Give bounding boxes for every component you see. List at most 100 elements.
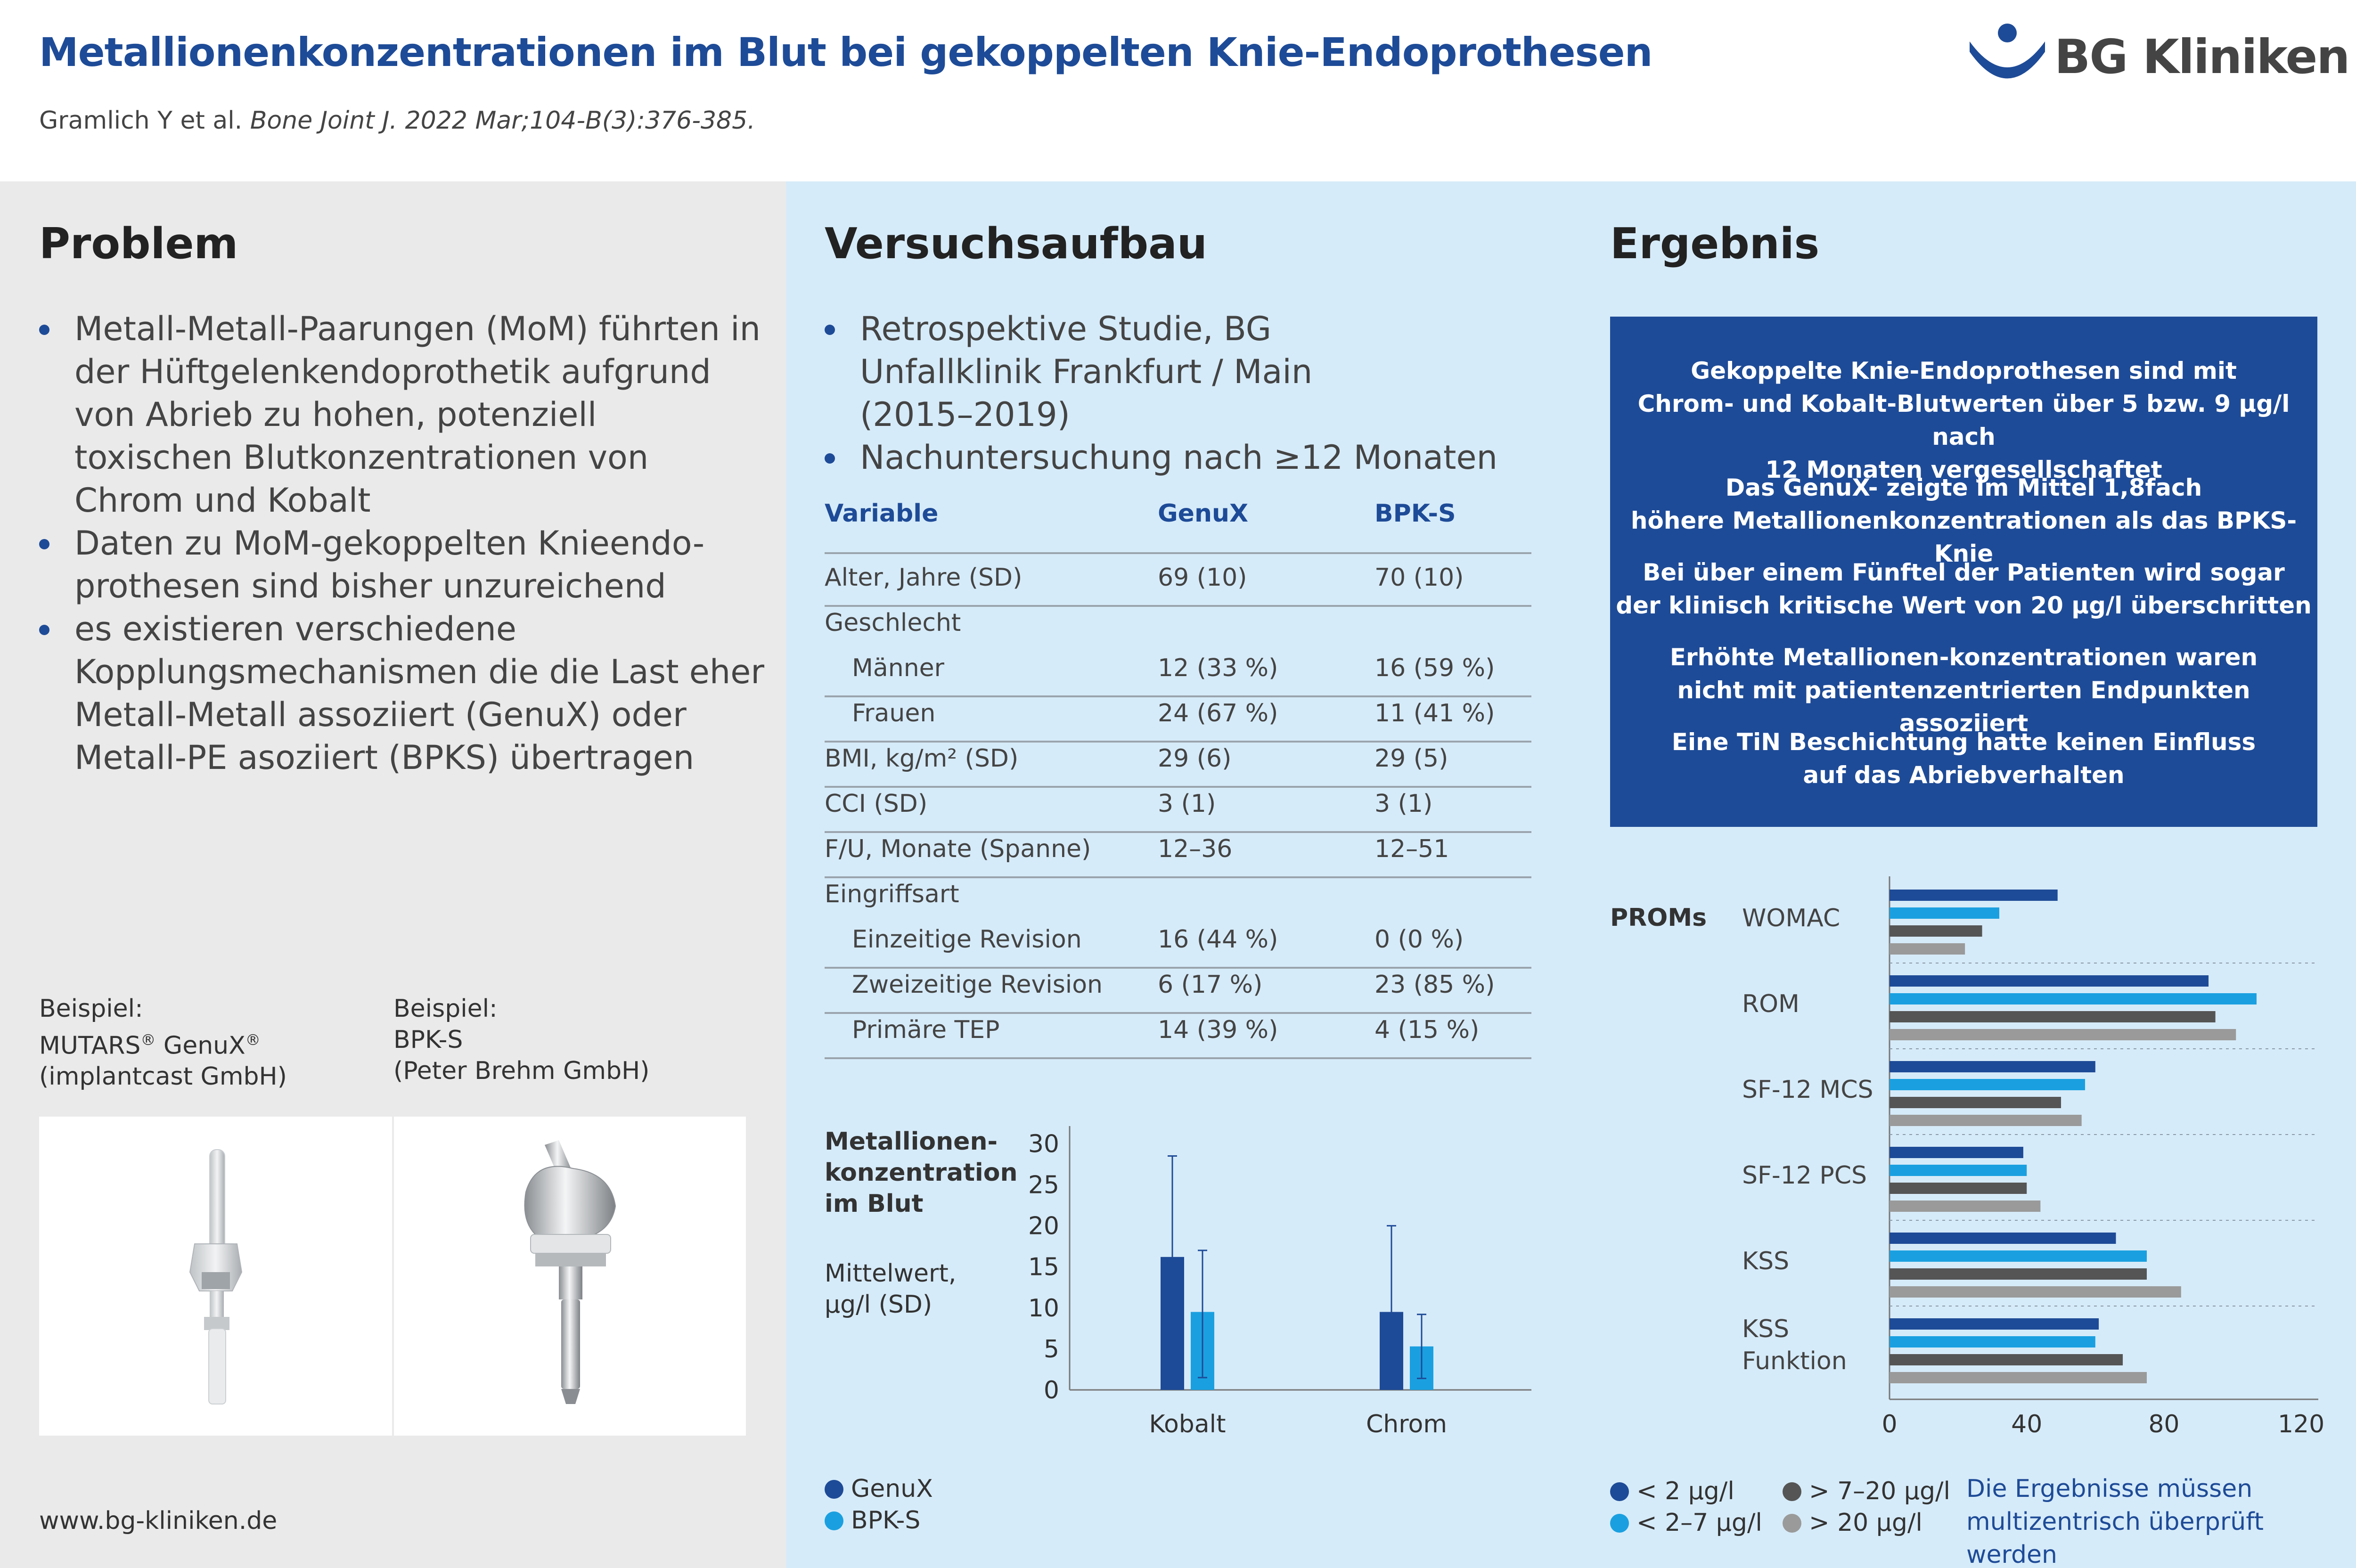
table-cell-bpks: 11 (41 %) xyxy=(1374,699,1495,727)
proms-chart: WOMAC ROM SF-12 MCS SF-12 PCS KSS KSS Funktion… xyxy=(1742,876,2324,1438)
result-box: Gekoppelte Knie-Endoprothesen sind mit C… xyxy=(1610,317,2317,827)
y-tick-label: 0 xyxy=(1044,1376,1059,1405)
problem-bullets: Metall-Metall-Paarungen (MoM) führten in… xyxy=(39,308,765,779)
table-header-line xyxy=(825,552,1531,554)
bg-kliniken-logo-icon xyxy=(1970,24,2045,79)
table-row-line xyxy=(825,1012,1531,1014)
x-tick-label: 80 xyxy=(2148,1410,2179,1438)
bar-sf-12-pcs xyxy=(1890,1200,2041,1212)
example-label: Beispiel: xyxy=(393,995,498,1023)
table-row-line xyxy=(825,605,1531,607)
example-company: (implantcast GmbH) xyxy=(39,1062,287,1091)
bar-kss-funktion xyxy=(1890,1336,2095,1348)
website-link[interactable]: www.bg-kliniken.de xyxy=(39,1507,278,1535)
legend-7to20: > 7–20 µg/l xyxy=(1783,1477,1950,1505)
y-tick-label: 10 xyxy=(1028,1294,1059,1323)
citation-journal: Bone Joint J. 2022 Mar;104-B(3):376-385. xyxy=(250,106,755,135)
bar-sf-12-mcs xyxy=(1890,1115,2082,1126)
bar-womac xyxy=(1890,907,1999,919)
x-tick-label: Kobalt xyxy=(1149,1410,1226,1438)
table-row-line xyxy=(825,695,1531,697)
table-cell-genux: 16 (44 %) xyxy=(1158,925,1278,954)
category-label: Funktion xyxy=(1742,1347,1847,1375)
bar-rom xyxy=(1890,975,2209,987)
table-cell-label: Alter, Jahre (SD) xyxy=(825,564,1023,592)
image-divider xyxy=(392,1117,394,1436)
category-label: SF-12 PCS xyxy=(1742,1161,1867,1190)
result-note: Die Ergebnisse müssen multizentrisch übe… xyxy=(1966,1475,2264,1568)
table-cell-genux: 12 (33 %) xyxy=(1158,654,1278,682)
table-cell-genux: 12–36 xyxy=(1158,835,1233,863)
table-row-line xyxy=(825,876,1531,878)
bpks-implant-image xyxy=(524,1140,616,1404)
table-cell-bpks: 70 (10) xyxy=(1374,564,1464,592)
bar-rom xyxy=(1890,993,2257,1004)
result-heading: Ergebnis xyxy=(1610,219,1820,269)
x-tick-label: 40 xyxy=(2011,1410,2042,1438)
setup-bullets: Retrospektive Studie, BG Unfallklinik Fr… xyxy=(825,308,1550,479)
logo-text: BG Kliniken xyxy=(2054,29,2350,84)
problem-bullet: Metall-Metall-Paarungen (MoM) führten in… xyxy=(39,308,765,522)
y-tick-label: 25 xyxy=(1028,1171,1059,1200)
table-row-line xyxy=(825,831,1531,833)
citation-authors: Gramlich Y et al. xyxy=(39,106,243,135)
setup-bullet: Nachuntersuchung nach ≥12 Monaten xyxy=(825,436,1550,479)
table-cell-bpks: 4 (15 %) xyxy=(1374,1016,1480,1044)
metal-chart-title: Metallionen- konzentration im Blut xyxy=(825,1127,1018,1218)
metal-ion-chart: 0 5 10 15 20 25 30 Kobalt Chrom xyxy=(1028,1126,1531,1438)
bar-sf-12-mcs xyxy=(1890,1061,2095,1072)
table-row-line xyxy=(825,967,1531,969)
table-cell-bpks: 12–51 xyxy=(1374,835,1449,863)
table-row-line xyxy=(825,741,1531,743)
bar-womac xyxy=(1890,890,2058,901)
x-tick-label: 120 xyxy=(2278,1410,2324,1438)
bar-sf-12-pcs xyxy=(1890,1165,2027,1176)
page-title: Metallionenkonzentrationen im Blut bei g… xyxy=(39,29,1652,75)
table-row-line xyxy=(825,1057,1531,1059)
bar-kss-funktion xyxy=(1890,1318,2099,1330)
table-cell-label: Primäre TEP xyxy=(852,1016,1000,1044)
table-cell-genux: 14 (39 %) xyxy=(1158,1016,1278,1044)
example-caption-bpks: Beispiel: BPK-S (Peter Brehm GmbH) xyxy=(393,993,649,1086)
legend-2to7: < 2–7 µg/l xyxy=(1610,1509,1762,1537)
category-label: WOMAC xyxy=(1742,904,1840,932)
y-tick-label: 15 xyxy=(1028,1253,1059,1282)
y-tick-label: 30 xyxy=(1028,1130,1059,1158)
bar-sf-12-mcs xyxy=(1890,1097,2061,1108)
table-header-genux: GenuX xyxy=(1158,499,1249,528)
table-cell-label: Einzeitige Revision xyxy=(852,925,1082,954)
problem-bullet: es existieren verschiedene Kopplungsmech… xyxy=(39,608,765,779)
legend-bpks: BPK-S xyxy=(825,1506,920,1535)
bar-kss xyxy=(1890,1268,2147,1280)
table-cell-label: CCI (SD) xyxy=(825,790,928,818)
table-cell-label: BMI, kg/m² (SD) xyxy=(825,744,1019,773)
table-header-bpks: BPK-S xyxy=(1374,499,1456,528)
example-caption-genux: Beispiel: MUTARS® GenuX® (implantcast Gm… xyxy=(39,993,287,1092)
bar-sf-12-mcs xyxy=(1890,1079,2085,1090)
legend-dot xyxy=(825,1511,843,1530)
example-label: Beispiel: xyxy=(39,995,143,1023)
table-cell-bpks: 29 (5) xyxy=(1374,744,1448,773)
table-cell-genux: 29 (6) xyxy=(1158,744,1232,773)
setup-bullet: Retrospektive Studie, BG Unfallklinik Fr… xyxy=(825,308,1550,436)
bar-womac xyxy=(1890,943,1965,955)
bar-rom xyxy=(1890,1011,2216,1022)
category-label: KSS xyxy=(1742,1247,1789,1275)
x-tick-label: 0 xyxy=(1882,1410,1897,1438)
y-tick-label: 20 xyxy=(1028,1212,1059,1241)
table-cell-bpks: 23 (85 %) xyxy=(1374,971,1495,999)
table-header-variable: Variable xyxy=(825,499,939,528)
result-paragraph: Bei über einem Fünftel der Patienten wir… xyxy=(1616,559,2312,619)
problem-heading: Problem xyxy=(39,219,238,269)
legend-genux: GenuX xyxy=(825,1475,933,1503)
example-name: BPK-S xyxy=(393,1026,463,1054)
category-label: ROM xyxy=(1742,990,1800,1018)
example-name: MUTARS® GenuX® xyxy=(39,1031,261,1060)
table-cell-label: F/U, Monate (Spanne) xyxy=(825,835,1091,863)
category-label: KSS xyxy=(1742,1315,1789,1343)
bar-rom xyxy=(1890,1029,2236,1040)
setup-heading: Versuchsaufbau xyxy=(825,219,1207,269)
table-cell-bpks: 3 (1) xyxy=(1374,790,1433,818)
table-cell-label: Geschlecht xyxy=(825,609,961,637)
proms-label: PROMs xyxy=(1610,904,1707,932)
